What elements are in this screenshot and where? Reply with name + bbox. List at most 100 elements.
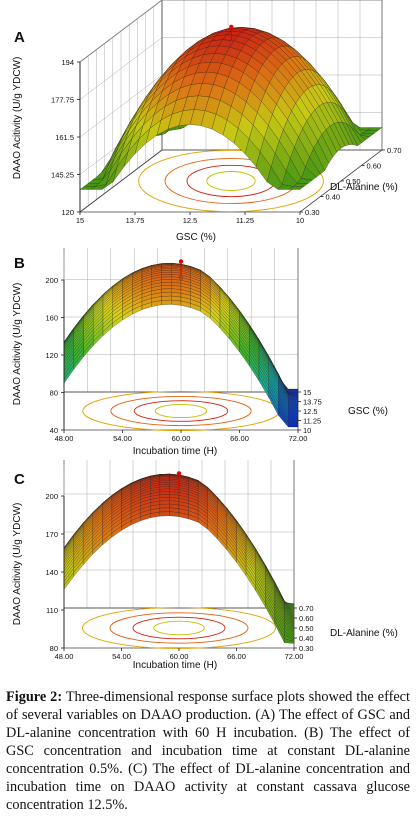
- y-tick-label: 11.25: [303, 417, 321, 426]
- x-tick-label: 15: [76, 216, 84, 225]
- x-tick-label: 48.00: [55, 652, 74, 661]
- design-point: [176, 487, 182, 492]
- y-tick-label: 0.40: [326, 193, 341, 202]
- y-tick-label: 0.30: [305, 208, 320, 217]
- floor-contour: [206, 171, 256, 191]
- floor-contour: [109, 612, 249, 644]
- x-tick-label: 10: [296, 216, 304, 225]
- z-tick-label: 160: [45, 314, 58, 323]
- x-tick-label: 54.00: [113, 434, 132, 443]
- design-point: [229, 24, 234, 30]
- chart-c-svg: C 80 110 140 170 200 48.00 54.00 60.00 66.00 72.00…: [12, 460, 398, 671]
- design-point: [176, 471, 182, 476]
- z-tick-label: 161.5: [55, 133, 74, 142]
- surface-cell: [288, 388, 299, 391]
- caption-text: Three-dimensional response surface plots…: [6, 689, 410, 813]
- z-axis-label: DAAO Acitivity (U/g YDCW): [12, 57, 23, 180]
- x-tick-label: 66.00: [230, 434, 249, 443]
- panel-letter: C: [14, 471, 25, 488]
- surface-cell: [161, 295, 172, 301]
- chart-b-svg: B 40 80 120 160 200 48.00 54.00 60.00 66.00 72.00 1…: [12, 248, 388, 457]
- floor-contour: [132, 616, 226, 640]
- surface-cell: [159, 500, 170, 505]
- x-axis-label: Incubation time (H): [133, 446, 217, 457]
- z-tick-label: 80: [50, 389, 58, 398]
- design-point: [228, 40, 234, 46]
- surface-cell: [288, 422, 299, 424]
- design-point: [178, 259, 184, 264]
- x-tick-label: 72.00: [285, 652, 304, 661]
- y-tick-label: 0.70: [299, 604, 314, 613]
- floor-contour: [153, 620, 205, 636]
- floor-contour: [154, 403, 208, 419]
- surface-mesh: [63, 473, 295, 644]
- surface-cell: [284, 638, 295, 644]
- surface-cell: [159, 491, 170, 495]
- surface-cell: [161, 285, 172, 290]
- surface-mesh: [79, 27, 383, 190]
- floor-contour: [81, 607, 277, 649]
- z-axis-label: DAAO Acitivity (U/g YDCW): [12, 283, 23, 406]
- y-tick-label: 12.5: [303, 407, 318, 416]
- x-tick-label: 66.00: [227, 652, 246, 661]
- y-tick-label: 13.75: [303, 398, 322, 407]
- wall-grid-line: [79, 74, 163, 138]
- x-axis-label: Incubation time (H): [133, 660, 217, 671]
- z-tick-label: 200: [45, 492, 58, 501]
- surface-cell: [171, 299, 182, 306]
- y-axis-label: DL-Alanine (%): [330, 182, 398, 193]
- z-tick-label: 200: [45, 276, 58, 285]
- z-tick-label: 110: [46, 606, 58, 615]
- y-axis-label: DL-Alanine (%): [330, 628, 398, 639]
- x-tick-label: 13.75: [126, 216, 145, 225]
- z-tick-label: 120: [45, 351, 58, 360]
- z-tick-label: 40: [50, 426, 58, 435]
- y-tick-label: 0.50: [299, 624, 314, 633]
- z-tick-label: 80: [50, 644, 58, 653]
- surface-cell: [288, 425, 299, 428]
- panel-letter: B: [14, 255, 25, 272]
- y-tick-label: 15: [303, 388, 311, 397]
- x-tick-label: 11.25: [236, 216, 254, 225]
- x-tick-label: 60.00: [172, 434, 191, 443]
- floor-plane: [63, 391, 299, 431]
- surface-cell: [288, 423, 299, 426]
- surface-cell: [288, 186, 305, 190]
- surface-cell: [159, 511, 170, 517]
- x-tick-label: 72.00: [289, 434, 308, 443]
- design-point: [178, 275, 184, 280]
- floor-contour: [110, 396, 252, 426]
- z-tick-label: 177.75: [51, 96, 74, 105]
- z-tick-label: 170: [45, 530, 58, 539]
- panel-a: A 120 145.25 161.5 177.75 194 15 13.75 12.5 11.25…: [0, 0, 420, 248]
- x-tick-label: 48.00: [55, 434, 74, 443]
- y-axis-label: GSC (%): [348, 406, 388, 417]
- panel-letter: A: [14, 29, 25, 46]
- surface-cell: [161, 299, 172, 305]
- surface-cell: [161, 279, 172, 283]
- y-tick-label: 0.40: [299, 634, 314, 643]
- surface-cell: [159, 488, 170, 493]
- z-tick-label: 120: [61, 208, 74, 217]
- x-tick-label: 12.5: [183, 216, 198, 225]
- surface-cell: [159, 504, 170, 509]
- z-axis-label: DAAO Acitivity (U/g YDCW): [12, 503, 23, 626]
- x-axis-label: GSC (%): [176, 232, 216, 243]
- wall-grid-line: [79, 37, 163, 100]
- z-tick-label: 145.25: [51, 171, 74, 180]
- surface-cell: [161, 282, 172, 286]
- z-tick-label: 194: [61, 58, 74, 67]
- surface-cell: [169, 511, 180, 517]
- figure-caption: Figure 2: Three-dimensional response sur…: [6, 688, 410, 814]
- panel-b: B 40 80 120 160 200 48.00 54.00 60.00 66.00 72.00 1…: [0, 248, 420, 460]
- y-tick-label: 0.30: [299, 644, 314, 653]
- y-tick-label: 0.70: [387, 146, 402, 155]
- surface-mesh: [63, 263, 299, 428]
- y-tick-label: 0.60: [367, 162, 382, 171]
- surface-cell: [159, 507, 170, 513]
- surface-cell: [288, 390, 299, 393]
- chart-a-svg: A 120 145.25 161.5 177.75 194 15 13.75 12.5 11.25…: [12, 0, 402, 243]
- floor-contour: [82, 390, 280, 432]
- floor-contour: [138, 149, 324, 213]
- surface-cell: [161, 288, 172, 293]
